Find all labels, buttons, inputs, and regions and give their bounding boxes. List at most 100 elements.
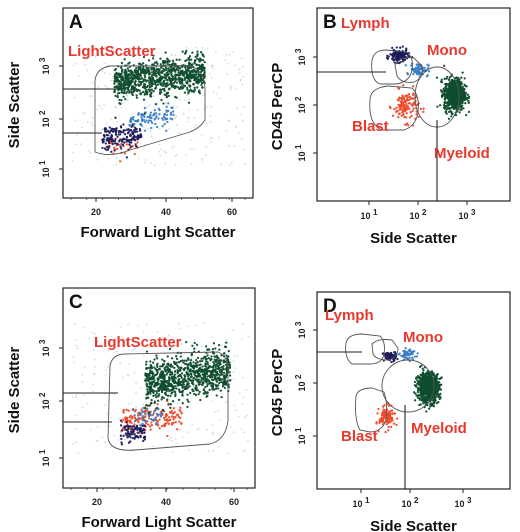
data-point (402, 97, 406, 100)
data-point (138, 89, 141, 92)
data-point (114, 94, 117, 98)
data-point (185, 59, 188, 62)
data-point (118, 140, 121, 143)
data-point (404, 64, 407, 67)
data-point (450, 92, 453, 96)
data-point (134, 347, 136, 350)
data-point (438, 104, 442, 107)
data-point (386, 414, 390, 417)
data-point (225, 130, 228, 132)
data-point (186, 94, 189, 97)
data-point (186, 77, 190, 80)
data-point (170, 357, 174, 360)
data-point (383, 413, 387, 416)
data-point (455, 94, 458, 98)
data-point (171, 365, 174, 368)
data-point (181, 385, 184, 388)
data-point (105, 374, 107, 376)
data-point (186, 398, 189, 401)
data-point (171, 375, 174, 379)
data-point (412, 107, 415, 110)
data-point (186, 80, 189, 83)
data-point (133, 423, 136, 426)
data-point (179, 360, 182, 363)
data-point (140, 432, 144, 435)
data-point (163, 340, 166, 343)
data-point (73, 361, 75, 364)
data-point (191, 63, 194, 66)
data-point (157, 395, 160, 398)
data-point (432, 405, 436, 408)
data-point (130, 141, 133, 144)
data-point (211, 384, 215, 388)
data-point (143, 74, 146, 77)
data-point (239, 71, 241, 74)
data-point (126, 74, 129, 77)
data-point (193, 347, 196, 350)
data-point (121, 376, 124, 379)
data-point (149, 119, 152, 122)
data-point (181, 50, 184, 53)
data-point (158, 143, 161, 146)
data-point (388, 414, 392, 417)
data-point (416, 379, 419, 382)
data-point (409, 110, 412, 114)
data-point (447, 88, 451, 92)
data-point (423, 386, 426, 389)
data-point (195, 70, 198, 73)
data-point (231, 161, 233, 164)
data-point (116, 121, 119, 123)
data-point (164, 51, 167, 54)
data-point (183, 359, 186, 362)
data-point (196, 86, 199, 89)
data-point (133, 420, 137, 423)
data-point (418, 365, 422, 369)
data-point (165, 95, 169, 99)
data-point (149, 95, 152, 98)
data-point (241, 119, 244, 122)
data-point (101, 436, 104, 439)
data-point (170, 409, 173, 413)
data-point (182, 361, 185, 364)
data-point (150, 424, 154, 427)
data-point (127, 409, 130, 412)
data-point (127, 339, 130, 341)
data-point (148, 381, 152, 384)
data-point (154, 393, 157, 397)
data-point (137, 324, 140, 327)
data-point (229, 164, 231, 166)
data-point (107, 140, 111, 143)
data-point (198, 73, 201, 76)
data-point (126, 138, 130, 142)
data-point (75, 62, 78, 65)
data-point (193, 117, 196, 119)
data-point (200, 357, 203, 360)
data-point (203, 368, 207, 371)
data-point (150, 398, 153, 402)
data-point (167, 94, 170, 98)
data-point (157, 388, 160, 391)
data-point (205, 154, 207, 157)
data-point (180, 412, 183, 415)
data-point (190, 352, 194, 356)
data-point (144, 406, 147, 410)
data-point (137, 118, 140, 122)
data-point (155, 412, 159, 416)
data-point (208, 348, 211, 351)
data-point (129, 134, 132, 138)
data-point (160, 148, 162, 151)
data-point (182, 381, 185, 384)
data-point (147, 396, 150, 399)
data-point (165, 389, 168, 393)
data-point (387, 425, 390, 429)
data-point (120, 437, 123, 441)
data-point (176, 78, 179, 81)
data-point (150, 116, 153, 119)
data-point (127, 419, 131, 423)
data-point (75, 414, 78, 417)
data-point (211, 76, 213, 79)
data-point (143, 419, 147, 423)
data-point (147, 121, 150, 124)
data-point (167, 384, 170, 388)
data-point (459, 93, 462, 97)
